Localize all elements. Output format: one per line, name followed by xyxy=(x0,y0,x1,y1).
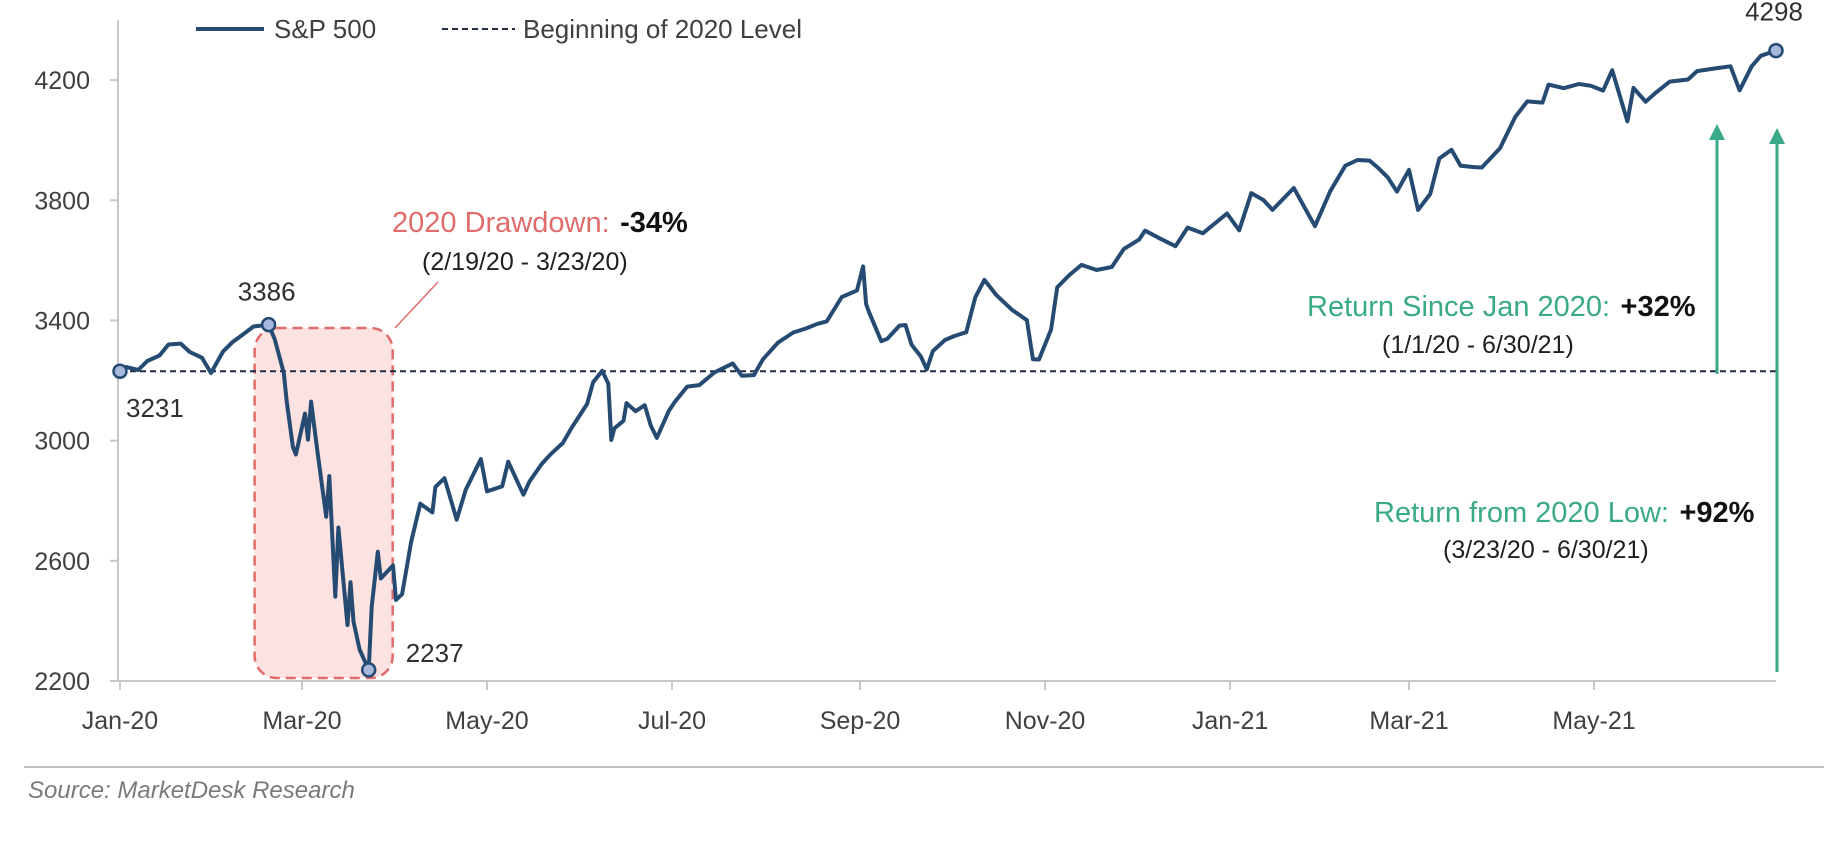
x-tick-label: Mar-21 xyxy=(1369,707,1448,735)
y-tick-label: 2600 xyxy=(34,548,90,576)
legend: S&P 500 Beginning of 2020 Level xyxy=(196,14,802,44)
sp500-series-line xyxy=(118,48,1778,672)
svg-text:Return Since Jan 2020: +: Return Since Jan 2020: +32% xyxy=(1307,291,1696,323)
from-low-annotation-value: +92% xyxy=(1679,497,1754,529)
x-tick-label: May-20 xyxy=(445,707,528,735)
x-tick-label: May-21 xyxy=(1552,707,1635,735)
drawdown-annotation: 2020 Drawdown: -34% (2/19/20 - 3/23/20) xyxy=(392,207,688,276)
arrow-since-jan-head xyxy=(1709,124,1725,140)
labeled-point-label: 3386 xyxy=(238,277,296,307)
since-jan-annotation: Return Since Jan 2020: +32% (1/1/20 - 6/… xyxy=(1307,291,1696,359)
drawdown-annotation-title: 2020 Drawdown: xyxy=(392,207,610,239)
y-tick-label: 3000 xyxy=(34,428,90,456)
y-tick-label: 2200 xyxy=(34,668,90,696)
since-jan-annotation-value: +32% xyxy=(1621,291,1696,323)
drawdown-callout-line xyxy=(394,281,439,329)
from-low-annotation-title: Return from 2020 Low: xyxy=(1374,497,1669,529)
y-tick-label: 3400 xyxy=(34,307,90,335)
x-tick-label: Sep-20 xyxy=(820,707,901,735)
labeled-point-marker xyxy=(360,662,377,678)
legend-series-label: S&P 500 xyxy=(274,14,376,44)
source-note: Source: MarketDesk Research xyxy=(28,777,355,804)
svg-text:2020 Drawdown: -34%: 2020 Drawdown: -34% xyxy=(392,207,688,239)
return-arrows xyxy=(1709,124,1785,672)
x-axis-ticks: Jan-20 Mar-20 May-20 Jul-20 Sep-20 Nov-20 Jan-… xyxy=(82,681,1636,735)
x-tick-label: Jan-21 xyxy=(1192,707,1268,735)
labeled-point-marker xyxy=(112,363,128,379)
x-tick-label: Mar-20 xyxy=(262,707,341,735)
labeled-points: 3231 3386 2237 4298 xyxy=(112,0,1803,678)
from-low-annotation: Return from 2020 Low: +92% (3/23/20 - 6/… xyxy=(1374,497,1755,564)
labeled-point-marker xyxy=(1768,42,1784,59)
labeled-point-label: 3231 xyxy=(126,393,184,423)
labeled-point-label: 4298 xyxy=(1745,0,1803,27)
drawdown-annotation-range: (2/19/20 - 3/23/20) xyxy=(422,248,628,276)
since-jan-annotation-range: (1/1/20 - 6/30/21) xyxy=(1382,331,1574,359)
from-low-annotation-range: (3/23/20 - 6/30/21) xyxy=(1443,536,1649,564)
x-tick-label: Jan-20 xyxy=(82,707,158,735)
legend-baseline-label: Beginning of 2020 Level xyxy=(523,14,802,44)
since-jan-annotation-title: Return Since Jan 2020: xyxy=(1307,291,1610,323)
drawdown-annotation-value: -34% xyxy=(620,207,688,239)
y-tick-label: 4200 xyxy=(34,67,90,95)
x-tick-label: Nov-20 xyxy=(1005,707,1086,735)
x-tick-label: Jul-20 xyxy=(638,707,706,735)
labeled-point-label: 2237 xyxy=(406,638,464,668)
y-axis-ticks: 2200 2600 3000 3400 3800 4200 xyxy=(34,67,118,696)
svg-text:Return from 2020 Low: +9: Return from 2020 Low: +92% xyxy=(1374,497,1755,529)
y-tick-label: 3800 xyxy=(34,187,90,215)
arrow-from-low-head xyxy=(1769,128,1785,144)
labeled-point-marker xyxy=(260,316,277,333)
